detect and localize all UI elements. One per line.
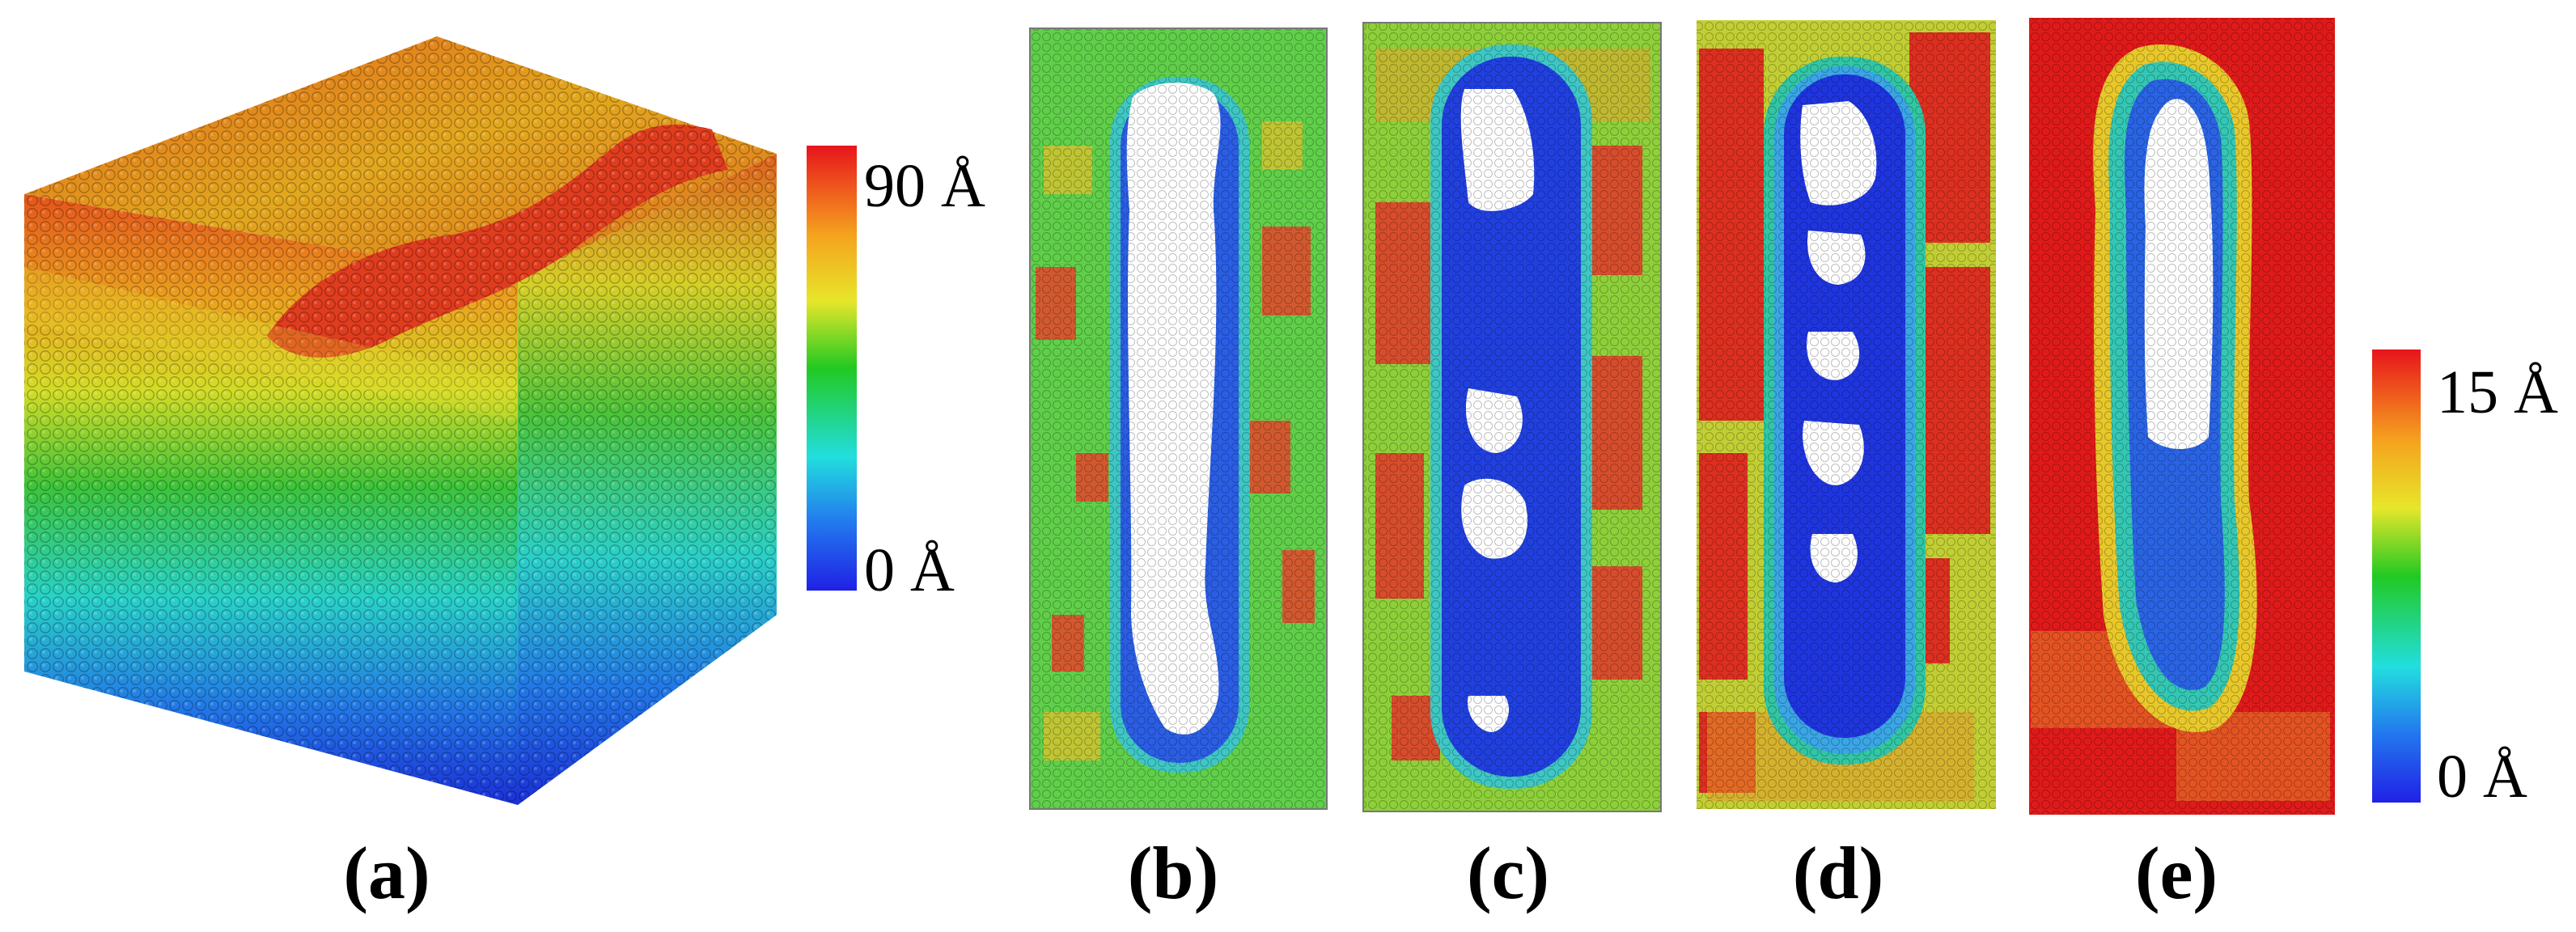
- panel-a-block: [24, 36, 777, 805]
- panel-d: [1697, 20, 1996, 809]
- panel-labels: (a) (b) (c) (d) (e): [343, 832, 2218, 914]
- height-colorbar-max-label: 90 Å: [864, 152, 985, 220]
- displacement-colorbar-max-label: 15 Å: [2437, 358, 2558, 426]
- displacement-colorbar-min-label: 0 Å: [2437, 743, 2527, 811]
- panel-e: [2029, 18, 2335, 815]
- panel-label-b: (b): [1128, 832, 1218, 914]
- panel-c: [1362, 22, 1662, 812]
- panel-label-d: (d): [1793, 832, 1883, 914]
- height-colorbar-min-label: 0 Å: [864, 536, 955, 604]
- panel-label-c: (c): [1467, 832, 1549, 914]
- panel-label-a: (a): [343, 832, 430, 914]
- height-colorbar: 90 Å 0 Å: [807, 146, 985, 604]
- displacement-colorbar: 15 Å 0 Å: [2372, 350, 2558, 811]
- panel-label-e: (e): [2135, 832, 2218, 914]
- panel-b: [1029, 28, 1328, 810]
